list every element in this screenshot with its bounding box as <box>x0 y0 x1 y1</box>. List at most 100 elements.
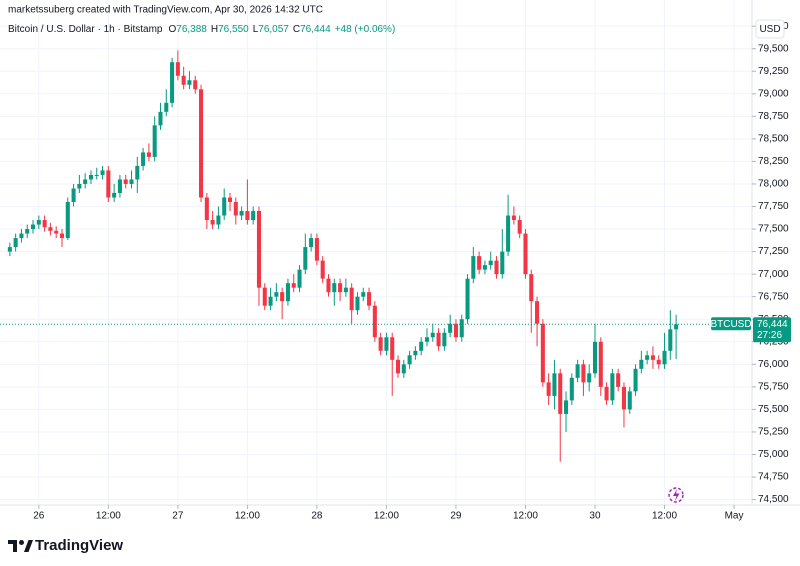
candle-body <box>535 301 540 324</box>
candle-body <box>500 251 505 275</box>
candle-body <box>54 230 59 234</box>
candle-body <box>338 283 343 293</box>
candle-body <box>343 287 348 293</box>
candle-body <box>598 341 603 387</box>
candle-body <box>395 359 401 374</box>
event-icon[interactable] <box>668 487 684 503</box>
candle-body <box>581 364 586 383</box>
y-tick-label: 78,000 <box>758 179 789 190</box>
candle-body <box>48 227 53 231</box>
candle-body <box>170 62 175 103</box>
legend-value: 76,388 <box>176 24 207 35</box>
candle-body <box>465 278 470 320</box>
ohlc-legend: Bitcoin / U.S. Dollar · 1h · Bitstamp O76… <box>8 24 395 35</box>
candle-body <box>575 364 580 378</box>
candle-body <box>349 287 354 311</box>
legend-key: L <box>253 24 259 35</box>
axes: 74,500 74,750 75,000 75,250 75,500 75,750 76,0… <box>33 21 791 522</box>
candle-body <box>459 319 464 338</box>
candle-body <box>645 355 650 360</box>
candle-body <box>164 102 169 112</box>
candle-body <box>674 324 679 330</box>
candle-body <box>25 229 30 234</box>
candle-body <box>610 373 615 401</box>
candle-body <box>141 152 146 166</box>
candle-body <box>332 283 337 293</box>
candle-body <box>30 224 36 230</box>
x-tick-label: May <box>725 511 744 522</box>
currency[interactable]: USD <box>759 24 780 35</box>
candle-body <box>523 233 528 275</box>
candle-body <box>129 179 134 184</box>
candle-body <box>401 364 406 374</box>
y-tick-label: 75,000 <box>758 449 789 460</box>
plot-area <box>0 50 752 462</box>
candle-body <box>227 197 233 202</box>
candle-body <box>262 287 267 306</box>
candle-body <box>413 350 418 356</box>
candle-body <box>546 382 551 396</box>
candle-body <box>175 62 180 76</box>
candle-body <box>621 386 626 410</box>
candle-body <box>656 359 661 365</box>
candle-body <box>471 256 476 279</box>
y-tick-label: 75,250 <box>758 427 789 438</box>
candle-body <box>564 400 569 414</box>
candle-body <box>326 278 331 293</box>
candle-body <box>517 220 522 234</box>
legend-value: 76,057 <box>258 24 289 35</box>
candle-body <box>367 292 372 306</box>
candle-body <box>19 233 24 239</box>
candle-body <box>36 220 41 225</box>
candle-body <box>71 188 76 202</box>
candle-body <box>378 337 383 351</box>
candle-body <box>529 274 534 302</box>
candle-body <box>187 80 192 85</box>
brand-logo <box>8 540 33 552</box>
candle-body <box>274 292 279 297</box>
credit: marketssuberg created with TradingView.c… <box>8 5 323 16</box>
y-tick-label: 78,750 <box>758 111 789 122</box>
candle-body <box>251 211 256 221</box>
candle-body <box>210 220 215 225</box>
candle-body <box>355 296 360 311</box>
title: Bitcoin / U.S. Dollar · 1h · Bitstamp <box>8 24 163 35</box>
candle-body <box>314 238 319 261</box>
candle-body <box>506 215 511 252</box>
candle-body <box>320 260 325 279</box>
price-tag-box <box>753 317 791 343</box>
candle-body <box>88 174 93 180</box>
candle-body <box>372 305 377 338</box>
candle-body <box>662 350 667 365</box>
candle-body <box>419 341 424 351</box>
candle-body <box>135 165 140 180</box>
legend-value: 76,444 <box>300 24 331 35</box>
candle-body <box>268 296 273 306</box>
x-tick-label: 28 <box>311 511 323 522</box>
candle-body <box>280 292 285 302</box>
y-tick-label: 77,000 <box>758 269 789 280</box>
candle-body <box>158 111 163 126</box>
candle-body <box>222 197 227 216</box>
x-tick-label: 30 <box>589 511 601 522</box>
x-tick-label: 29 <box>450 511 462 522</box>
brand: TradingView <box>35 537 123 554</box>
candle-body <box>83 179 88 184</box>
y-tick-label: 74,750 <box>758 472 789 483</box>
candle-body <box>627 391 632 410</box>
candle-body <box>285 283 290 302</box>
candle-body <box>407 355 412 365</box>
candle-body <box>42 220 47 228</box>
candle-body <box>390 337 395 360</box>
y-tick-label: 77,500 <box>758 224 789 235</box>
currency-box[interactable] <box>755 19 785 39</box>
candle-body <box>448 323 453 333</box>
candle-body <box>477 256 482 270</box>
candle-body <box>100 170 105 175</box>
candle-body <box>453 323 458 338</box>
legend-change: +48 (+0.06%) <box>335 24 396 35</box>
candle-body <box>13 238 18 248</box>
price-tag-label: 76,444 <box>757 319 788 330</box>
candle-body <box>233 202 238 216</box>
candle-body <box>297 269 302 288</box>
